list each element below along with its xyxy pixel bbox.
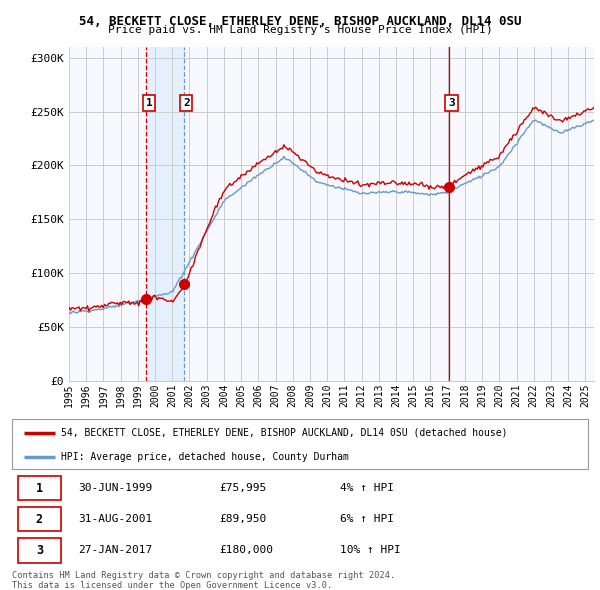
Bar [18, 538, 61, 563]
Text: Price paid vs. HM Land Registry's House Price Index (HPI): Price paid vs. HM Land Registry's House … [107, 25, 493, 35]
Text: Contains HM Land Registry data © Crown copyright and database right 2024.: Contains HM Land Registry data © Crown c… [12, 571, 395, 579]
Text: 6% ↑ HPI: 6% ↑ HPI [340, 514, 394, 524]
Text: 3: 3 [36, 544, 43, 557]
Text: £75,995: £75,995 [220, 483, 266, 493]
Text: 54, BECKETT CLOSE, ETHERLEY DENE, BISHOP AUCKLAND, DL14 0SU: 54, BECKETT CLOSE, ETHERLEY DENE, BISHOP… [79, 15, 521, 28]
Text: 1: 1 [36, 481, 43, 494]
Text: 2: 2 [36, 513, 43, 526]
Text: £89,950: £89,950 [220, 514, 266, 524]
Text: 31-AUG-2001: 31-AUG-2001 [78, 514, 152, 524]
Bar [18, 476, 61, 500]
Text: 4% ↑ HPI: 4% ↑ HPI [340, 483, 394, 493]
FancyBboxPatch shape [12, 419, 588, 469]
Text: 2: 2 [183, 98, 190, 108]
Bar [18, 507, 61, 532]
Text: 3: 3 [448, 98, 455, 108]
Bar [146, 47, 184, 381]
Text: 27-JAN-2017: 27-JAN-2017 [78, 545, 152, 555]
Text: 10% ↑ HPI: 10% ↑ HPI [340, 545, 401, 555]
Text: This data is licensed under the Open Government Licence v3.0.: This data is licensed under the Open Gov… [12, 581, 332, 590]
Text: 54, BECKETT CLOSE, ETHERLEY DENE, BISHOP AUCKLAND, DL14 0SU (detached house): 54, BECKETT CLOSE, ETHERLEY DENE, BISHOP… [61, 428, 508, 438]
Text: 1: 1 [146, 98, 152, 108]
Text: £180,000: £180,000 [220, 545, 274, 555]
Text: 30-JUN-1999: 30-JUN-1999 [78, 483, 152, 493]
Text: HPI: Average price, detached house, County Durham: HPI: Average price, detached house, Coun… [61, 451, 349, 461]
